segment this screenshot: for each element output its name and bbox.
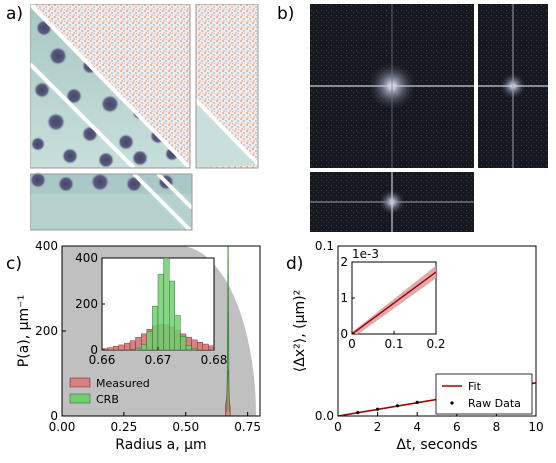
x-axis-label: Δt, seconds: [396, 437, 477, 453]
legend-box: [435, 373, 533, 415]
measured-histogram-bar: [129, 340, 136, 351]
legend-swatch-raw: [450, 401, 454, 405]
measured-histogram-bar: [107, 347, 114, 351]
measured-histogram-bar: [124, 342, 131, 351]
inset-x-tick-label: 0: [348, 337, 356, 351]
fft-side: [478, 4, 548, 168]
measured-histogram-bar: [112, 346, 119, 351]
crb-histogram-bar: [185, 345, 192, 351]
measured-histogram-bar: [208, 345, 215, 351]
x-tick-label: 0.75: [234, 420, 261, 434]
y-axis-label: P(a), μm⁻¹: [16, 295, 32, 367]
particle-image-bottom: [30, 172, 194, 232]
inset-x-tick-label: 0.1: [384, 337, 403, 351]
x-tick-label: 0.25: [111, 420, 138, 434]
x-tick-label: 0.50: [172, 420, 199, 434]
inset-x-tick-label: 0.67: [145, 353, 172, 367]
panel-d-chart: 0 2 4 6 8 100.00.1Δt, seconds⟨Δx²⟩, (μm)²1e-3…: [292, 239, 544, 453]
crb-histogram-bar: [191, 348, 198, 351]
legend-label-fit: Fit: [468, 380, 482, 393]
x-tick-label: 10: [528, 420, 543, 434]
legend-swatch-measured: [69, 377, 91, 388]
panel-d-label: d): [286, 254, 304, 274]
raw-data-point: [376, 407, 380, 411]
crb-histogram-bar: [140, 344, 147, 351]
inset-y-tick-label: 0: [90, 343, 98, 357]
x-tick-label: 0.00: [49, 420, 76, 434]
crb-histogram-bar: [168, 280, 175, 351]
inset-x-tick-label: 0.2: [426, 337, 445, 351]
panel-b-label: b): [277, 4, 295, 24]
panel-b-fft: [310, 4, 548, 232]
x-tick-label: 8: [493, 420, 501, 434]
inset-fit-line: [351, 271, 437, 335]
x-tick-label: 2: [374, 420, 382, 434]
inset-y-tick-label: 400: [75, 251, 98, 265]
x-tick-label: 4: [413, 420, 421, 434]
inset-y-tick-label: 200: [75, 297, 98, 311]
crb-histogram-bar: [135, 347, 142, 351]
inset-y-tick-label: 0: [340, 327, 348, 341]
panel-a-images: [30, 4, 262, 232]
particle-image-side: [194, 4, 262, 170]
measured-histogram-bar: [202, 343, 209, 351]
panel-c-label: c): [6, 254, 22, 274]
y-axis-label: ⟨Δx²⟩, (μm)²: [292, 290, 308, 372]
crb-histogram-bar: [146, 331, 153, 351]
raw-data-point: [395, 404, 399, 408]
x-tick-label: 6: [453, 420, 461, 434]
measured-histogram-bar: [196, 341, 203, 351]
panel-a-label: a): [6, 4, 24, 24]
crb-histogram-bar: [152, 306, 159, 351]
legend-label-crb: CRB: [96, 393, 119, 406]
particle-image-main: [30, 4, 192, 170]
crb-histogram-bar: [180, 335, 187, 351]
inset-y-tick-label: 2: [340, 255, 348, 269]
y-tick-label: 0.1: [315, 239, 334, 253]
crb-histogram-bar: [174, 315, 181, 351]
fft-main: [310, 4, 474, 168]
legend-label-raw: Raw Data: [468, 397, 521, 410]
x-axis-label: Radius a, μm: [115, 437, 206, 453]
y-tick-label: 0: [50, 409, 58, 423]
inset-x-tick-label: 0.68: [201, 353, 228, 367]
panel-c-chart: 0.00 0.25 0.50 0.75 0 200 400 Radius a, μm P(a),…: [16, 239, 261, 453]
inset-confidence-band: [352, 265, 436, 334]
legend-label-measured: Measured: [96, 377, 150, 390]
legend-swatch-crb: [69, 393, 91, 404]
y-tick-label: 0.0: [315, 409, 334, 423]
y-tick-label: 200: [35, 324, 58, 338]
x-tick-label: 0: [334, 420, 342, 434]
raw-data-point: [415, 400, 419, 404]
crb-histogram-bar: [163, 257, 170, 351]
raw-data-point: [356, 411, 360, 415]
inset-y-tick-label: 1: [340, 291, 348, 305]
inset-multiplier: 1e-3: [352, 247, 379, 261]
measured-histogram-bar: [118, 344, 125, 351]
fft-bottom: [310, 172, 474, 232]
y-tick-label: 400: [35, 239, 58, 253]
inset-x-tick-label: 0.66: [89, 353, 116, 367]
crb-histogram-bar: [157, 273, 164, 351]
